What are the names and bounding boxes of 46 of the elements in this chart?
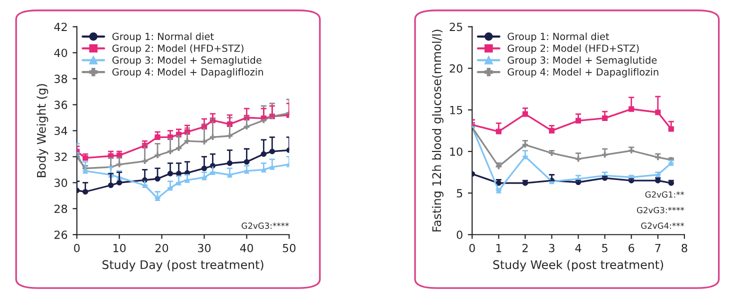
legend-label: Group 3: Model + Semaglutide (112, 56, 262, 66)
y-tick-label: 42 (54, 22, 67, 31)
y-tick-label: 26 (54, 230, 68, 240)
annotation: G2vG3:**** (242, 222, 289, 229)
legend-label: Group 1: Normal diet (508, 32, 610, 42)
legend-label: Group 2: Model (HFD+STZ) (112, 44, 244, 54)
y-tick-label: 28 (54, 204, 68, 214)
legend-label: Group 4: Model + Dapagliflozin (112, 68, 263, 78)
legend-label: Group 1: Normal diet (112, 32, 214, 42)
x-tick-label: 50 (282, 244, 296, 252)
y-tick-label: 20 (450, 64, 462, 73)
x-tick-label: 5 (602, 244, 608, 252)
x-tick-label: 10 (113, 244, 126, 252)
x-tick-label: 3 (549, 244, 554, 252)
x-tick-label: 7 (655, 244, 660, 252)
x-tick-label: 8 (682, 244, 688, 252)
x-tick-label: 0 (469, 244, 475, 252)
legend-label: Group 3: Model + Semaglutide (508, 56, 657, 66)
x-tick-label: 40 (240, 244, 254, 252)
x-tick-label: 4 (575, 244, 582, 252)
y-tick-label: 10 (450, 147, 462, 156)
y-tick-label: 32 (54, 152, 67, 162)
legend-label: Group 4: Model + Dapagliflozin (508, 68, 658, 78)
y-tick-label: 38 (54, 74, 68, 84)
x-tick-label: 20 (156, 244, 168, 252)
y-tick-label: 40 (54, 48, 68, 58)
x-tick-label: 1 (496, 244, 502, 252)
y-tick-label: 0 (456, 230, 462, 240)
x-tick-label: 6 (628, 244, 634, 252)
legend-label: Group 2: Model (HFD+STZ) (508, 44, 639, 54)
annotation: G2vG3:**** (636, 206, 684, 214)
x-tick-label: 30 (198, 244, 211, 252)
y-tick-label: 15 (450, 106, 462, 114)
x-axis-title: Study Day (post treatment) (102, 260, 264, 272)
annotation: G2vG1:** (645, 191, 684, 198)
y-axis-title: Fasting 12h blood glucose(mmol/l) (432, 30, 444, 232)
y-axis-title: Body Weight (g) (36, 84, 48, 178)
annotation: G2vG4:*** (641, 222, 684, 229)
y-tick-label: 5 (456, 189, 462, 198)
y-tick-label: 34 (54, 126, 68, 136)
x-axis-title: Study Week (post treatment) (493, 260, 664, 272)
x-tick-label: 2 (522, 244, 528, 252)
y-tick-label: 25 (450, 22, 462, 32)
y-tick-label: 36 (54, 100, 68, 110)
y-tick-label: 30 (54, 178, 68, 188)
x-tick-label: 0 (74, 244, 80, 252)
